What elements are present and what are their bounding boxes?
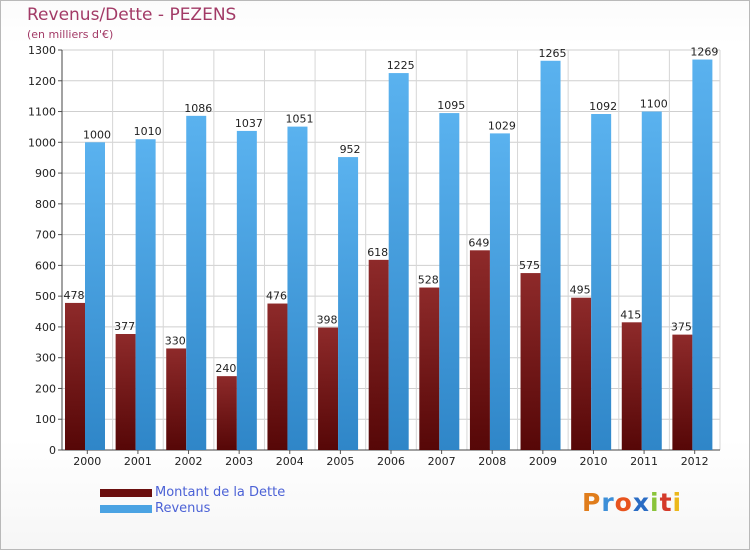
data-label-debt-2008: 649	[468, 236, 489, 249]
bar-revenue-2004	[287, 126, 308, 450]
bar-debt-2007	[419, 287, 440, 450]
bar-debt-2011	[621, 322, 642, 450]
data-label-revenue-2006: 1225	[387, 59, 415, 72]
x-tick-label: 2007	[428, 455, 456, 468]
y-tick-label: 0	[49, 444, 56, 457]
bar-debt-2003	[216, 376, 237, 450]
data-label-debt-2002: 330	[165, 334, 186, 347]
bar-debt-2012	[672, 334, 693, 450]
chart-title: Revenus/Dette - PEZENS	[27, 5, 237, 25]
data-label-debt-2009: 575	[519, 259, 540, 272]
logo-letter: t	[659, 488, 673, 517]
y-tick-label: 200	[35, 382, 56, 395]
data-labels: 478 1000 377 1010 330 1086 240 1037 476 1051 398 95…	[64, 46, 719, 376]
x-tick-label: 2011	[630, 455, 658, 468]
bar-revenue-2010	[591, 114, 612, 450]
legend-swatch-debt	[100, 489, 152, 497]
y-tick-label: 900	[35, 167, 56, 180]
bar-revenue-2003	[236, 130, 257, 450]
y-tick-label: 1000	[28, 136, 56, 149]
x-tick-label: 2009	[529, 455, 557, 468]
proxiti-logo: Proxiti	[582, 488, 682, 517]
bar-debt-2010	[571, 297, 592, 450]
data-label-debt-2011: 415	[620, 308, 641, 321]
x-tick-label: 2000	[73, 455, 101, 468]
legend-label-revenue: Revenus	[155, 501, 211, 516]
y-tick-label: 700	[35, 229, 56, 242]
y-tick-label: 1100	[28, 106, 56, 119]
data-label-debt-2001: 377	[114, 320, 135, 333]
logo-letter: i	[650, 488, 660, 517]
bar-revenue-2006	[388, 73, 409, 451]
bar-revenue-2005	[338, 157, 359, 451]
y-tick-label: 500	[35, 290, 56, 303]
bar-revenue-2001	[135, 139, 156, 450]
y-tick-label: 300	[35, 352, 56, 365]
data-label-revenue-2012: 1269	[690, 46, 718, 59]
bar-debt-2005	[318, 327, 339, 450]
x-tick-label: 2012	[681, 455, 709, 468]
data-label-debt-2006: 618	[367, 246, 388, 259]
bar-debt-2002	[166, 348, 187, 450]
data-label-debt-2007: 528	[418, 274, 439, 287]
data-label-revenue-2001: 1010	[134, 125, 162, 138]
x-tick-label: 2001	[124, 455, 152, 468]
bar-revenue-2000	[85, 142, 105, 451]
data-label-debt-2003: 240	[215, 362, 236, 375]
bar-debt-2000	[65, 302, 85, 450]
x-tick-label: 2003	[225, 455, 253, 468]
bars	[65, 59, 713, 451]
x-tick-label: 2002	[175, 455, 203, 468]
bar-revenue-2009	[540, 60, 561, 451]
x-tick-label: 2004	[276, 455, 304, 468]
bar-debt-2009	[520, 273, 541, 450]
bar-debt-2001	[115, 334, 136, 450]
data-label-revenue-2011: 1100	[640, 98, 668, 111]
logo-letter: o	[614, 488, 633, 517]
logo-letter: r	[601, 488, 615, 517]
data-label-revenue-2005: 952	[340, 143, 361, 156]
data-label-debt-2000: 478	[64, 289, 85, 302]
bar-debt-2008	[469, 250, 490, 450]
data-label-debt-2012: 375	[671, 321, 692, 334]
logo-letter: x	[632, 488, 650, 517]
axes: 0 100 200 300 400 500 600 700 800 900 1000 1100 1200…	[28, 44, 720, 468]
bar-debt-2004	[267, 303, 288, 450]
logo-letter: i	[672, 488, 683, 517]
data-label-debt-2010: 495	[570, 284, 591, 297]
data-label-revenue-2007: 1095	[437, 99, 465, 112]
data-label-revenue-2009: 1265	[539, 47, 567, 60]
x-tick-label: 2010	[579, 455, 607, 468]
y-tick-label: 400	[35, 321, 56, 334]
x-tick-label: 2005	[326, 455, 354, 468]
y-tick-label: 600	[35, 259, 56, 272]
data-label-revenue-2004: 1051	[285, 113, 313, 126]
data-label-revenue-2008: 1029	[488, 119, 516, 132]
bar-revenue-2002	[186, 115, 207, 450]
bar-debt-2006	[368, 259, 389, 450]
logo-letter: P	[582, 488, 602, 517]
legend-label-debt: Montant de la Dette	[155, 485, 286, 500]
data-label-revenue-2010: 1092	[589, 100, 617, 113]
bar-revenue-2012	[692, 59, 713, 451]
y-tick-label: 800	[35, 198, 56, 211]
data-label-revenue-2002: 1086	[184, 102, 212, 115]
data-label-revenue-2003: 1037	[235, 117, 263, 130]
x-tick-label: 2008	[478, 455, 506, 468]
chart-subtitle: (en milliers d'€)	[27, 28, 114, 41]
data-label-revenue-2000: 1000	[83, 128, 111, 141]
data-label-debt-2005: 398	[317, 314, 338, 327]
bar-revenue-2011	[641, 111, 662, 451]
x-tick-label: 2006	[377, 455, 405, 468]
data-label-debt-2004: 476	[266, 290, 287, 303]
y-tick-label: 100	[35, 413, 56, 426]
y-tick-label: 1300	[28, 44, 56, 57]
y-tick-label: 1200	[28, 75, 56, 88]
bar-revenue-2008	[489, 133, 510, 450]
legend-swatch-revenue	[100, 505, 152, 513]
bar-revenue-2007	[439, 113, 460, 451]
